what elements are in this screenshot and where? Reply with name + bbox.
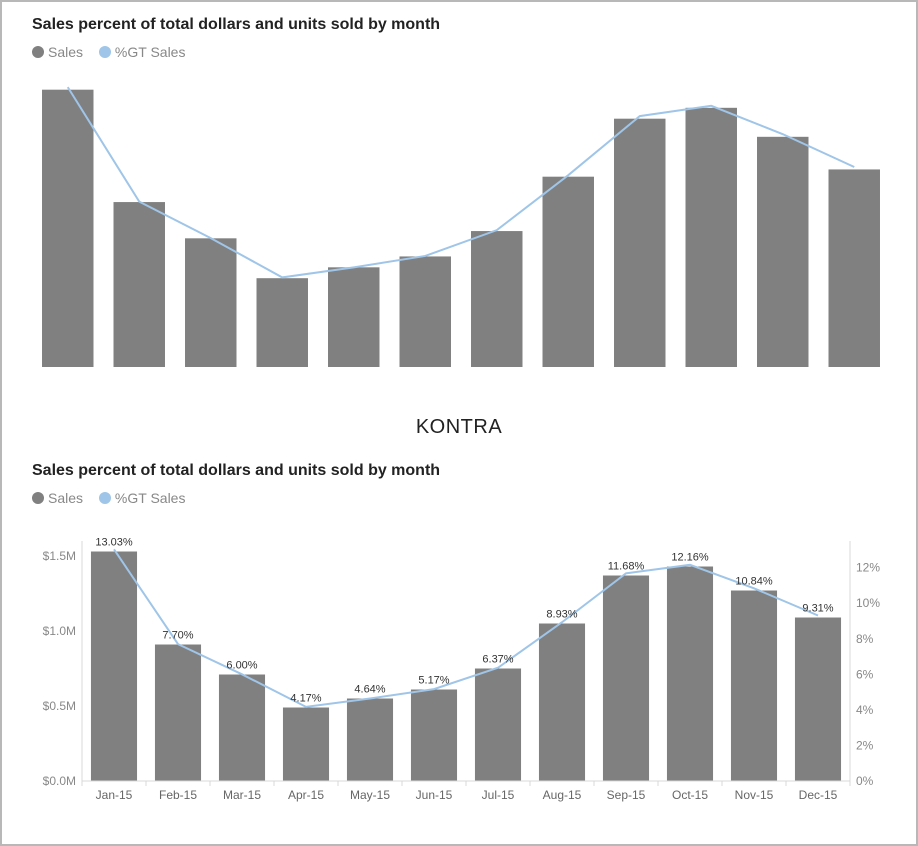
- legend-item-gtsales-b: %GT Sales: [99, 490, 186, 506]
- legend-dot-sales: [32, 46, 44, 58]
- svg-text:10.84%: 10.84%: [735, 576, 773, 588]
- chart-bottom-legend: Sales %GT Sales: [32, 490, 886, 507]
- svg-text:6.37%: 6.37%: [482, 654, 513, 666]
- svg-text:4.17%: 4.17%: [290, 693, 321, 705]
- chart-top-plot: [32, 75, 890, 367]
- svg-text:Dec-15: Dec-15: [799, 788, 838, 802]
- svg-text:4%: 4%: [856, 703, 874, 717]
- chart-bottom-panel: Sales percent of total dollars and units…: [32, 462, 886, 805]
- svg-text:4.64%: 4.64%: [354, 684, 385, 696]
- svg-text:Nov-15: Nov-15: [735, 788, 774, 802]
- svg-text:$0.0M: $0.0M: [43, 774, 76, 788]
- svg-text:6.00%: 6.00%: [226, 660, 257, 672]
- svg-text:Apr-15: Apr-15: [288, 788, 324, 802]
- svg-text:Jun-15: Jun-15: [416, 788, 453, 802]
- legend-label-sales-b: Sales: [48, 490, 83, 506]
- chart-top-title: Sales percent of total dollars and units…: [32, 16, 886, 34]
- legend-dot-gtsales: [99, 46, 111, 58]
- chart-bottom-title: Sales percent of total dollars and units…: [32, 462, 886, 480]
- svg-text:7.70%: 7.70%: [162, 630, 193, 642]
- svg-text:6%: 6%: [856, 667, 874, 681]
- svg-text:5.17%: 5.17%: [418, 675, 449, 687]
- legend-dot-sales-b: [32, 492, 44, 504]
- svg-text:2%: 2%: [856, 738, 874, 752]
- legend-label-gtsales-b: %GT Sales: [115, 490, 186, 506]
- svg-text:12.16%: 12.16%: [671, 552, 709, 564]
- chart-bottom-plot: $0.0M $0.5M $1.0M $1.5M 0% 2% 4% 6% 8% 10% 12% 13.0…: [32, 521, 890, 805]
- svg-text:11.68%: 11.68%: [608, 561, 645, 573]
- separator-label: KONTRA: [2, 416, 916, 439]
- svg-text:8.93%: 8.93%: [546, 609, 577, 621]
- svg-text:$1.0M: $1.0M: [43, 624, 76, 638]
- svg-text:9.31%: 9.31%: [802, 603, 833, 615]
- svg-text:Jan-15: Jan-15: [96, 788, 133, 802]
- svg-text:Feb-15: Feb-15: [159, 788, 197, 802]
- svg-text:Oct-15: Oct-15: [672, 788, 708, 802]
- legend-label-sales: Sales: [48, 44, 83, 60]
- svg-text:Aug-15: Aug-15: [543, 788, 582, 802]
- comparison-frame: Sales percent of total dollars and units…: [0, 0, 918, 846]
- svg-text:12%: 12%: [856, 561, 880, 575]
- chart-top-panel: Sales percent of total dollars and units…: [32, 16, 886, 367]
- svg-text:$1.5M: $1.5M: [43, 549, 76, 563]
- svg-text:$0.5M: $0.5M: [43, 699, 76, 713]
- legend-item-sales-b: Sales: [32, 490, 83, 506]
- svg-text:13.03%: 13.03%: [95, 537, 133, 549]
- svg-text:May-15: May-15: [350, 788, 390, 802]
- legend-label-gtsales: %GT Sales: [115, 44, 186, 60]
- svg-text:Jul-15: Jul-15: [482, 788, 515, 802]
- legend-item-sales: Sales: [32, 44, 83, 60]
- svg-text:Sep-15: Sep-15: [607, 788, 646, 802]
- legend-item-gtsales: %GT Sales: [99, 44, 186, 60]
- svg-text:0%: 0%: [856, 774, 874, 788]
- legend-dot-gtsales-b: [99, 492, 111, 504]
- chart-top-legend: Sales %GT Sales: [32, 44, 886, 61]
- svg-text:Mar-15: Mar-15: [223, 788, 261, 802]
- svg-text:8%: 8%: [856, 632, 874, 646]
- svg-text:10%: 10%: [856, 596, 880, 610]
